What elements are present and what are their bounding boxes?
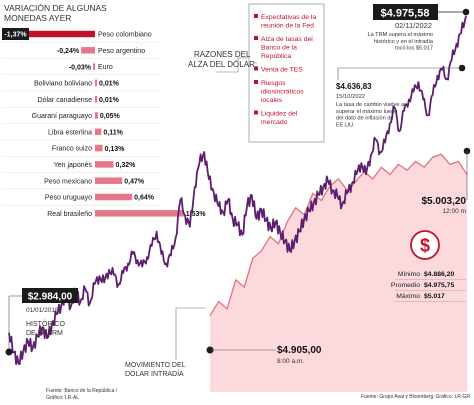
open-annotation: $4.905,00 8:00 a.m. — [206, 345, 322, 365]
stat-label: Máximo — [396, 293, 420, 300]
stat-value: $4.886,20 — [424, 271, 454, 278]
bar-value-label: 0,32% — [116, 162, 137, 169]
open-value: $4.905,00 — [277, 345, 322, 356]
currency-bars: Peso colombiano -1,37% Peso argentino -0,24… — [2, 28, 206, 218]
peak-note: La TRM supera el máximo histórico y en el… — [368, 32, 434, 52]
bar-1 — [81, 47, 95, 54]
reason-bullet-icon — [254, 80, 258, 84]
bar-11 — [95, 210, 184, 217]
reason-item-text: mercado — [261, 119, 288, 126]
peak-date: 02/11/2022 — [395, 21, 432, 30]
bar-4 — [95, 95, 97, 103]
mid-date: 15/10/2022 — [336, 94, 365, 100]
reason-bullet-icon — [254, 36, 258, 40]
dollar-coin-icon: $ — [410, 230, 440, 260]
mid-value: $4.636,83 — [336, 82, 372, 91]
start-annotation: $2.984,00 01/01/2018 — [5, 288, 78, 356]
bar-0 — [15, 30, 95, 38]
source-right: Fuente: Grupo Aval y Bloomberg — [361, 394, 434, 400]
bar-6 — [95, 128, 102, 136]
mid-note: La tasa de cambio vuelve a superar el máx… — [336, 102, 405, 128]
bar-value-label: 1,53% — [186, 211, 207, 218]
bar-9 — [95, 177, 123, 184]
bar-7 — [95, 144, 103, 152]
reason-item-text: República — [261, 53, 291, 60]
stat-value: $5.017 — [424, 293, 445, 300]
open-time: 8:00 a.m. — [277, 358, 304, 365]
credit-right: Gráfico: LR-GR — [436, 394, 471, 400]
bar-chart-title-1: VARIACIÓN DE ALGUNAS — [4, 3, 107, 13]
trm-historic-line — [8, 15, 467, 366]
start-date: 01/01/2018 — [26, 307, 59, 314]
bar-category-label: Franco suizo — [52, 146, 92, 153]
start-value: $2.984,00 — [28, 292, 73, 303]
bar-category-label: Libra esterlina — [48, 129, 92, 136]
reason-bullet-icon — [254, 14, 258, 18]
intraday-area — [210, 154, 467, 392]
bar-value-label: 0,05% — [100, 113, 121, 120]
historico-label-2: DE LA TRM — [26, 330, 63, 337]
close-value: $5.003,20 — [422, 196, 467, 207]
peak-annotation: $4.975,58 02/11/2022 La TRM supera el má… — [368, 4, 470, 52]
bar-5 — [95, 112, 98, 119]
bar-3 — [95, 79, 97, 87]
reasons-box: Expectativas de la reunión de la Fed Alza … — [248, 3, 325, 143]
reasons-title-1: RAZONES DEL — [194, 50, 251, 59]
bar-category-label: Peso mexicano — [44, 178, 92, 185]
source-left-1: Fuente: Banco de la República / — [46, 388, 118, 394]
bar-category-label: Euro — [98, 64, 113, 71]
close-time: 12:00 m — [443, 208, 467, 215]
bar-value-label: -0,03% — [69, 64, 92, 71]
reason-item-text: Venta de TES — [261, 67, 303, 74]
bar-category-label: Peso argentino — [98, 48, 145, 55]
bar-category-label: Dólar canadiense — [38, 97, 93, 104]
historico-label-1: HISTÓRICO — [26, 319, 65, 328]
bar-category-label: Peso uruguayo — [45, 195, 92, 202]
reason-item-text: locales — [261, 97, 283, 104]
intraday-stats: Mínimo $4.886,20 Promedio $4.975,75 Máximo $5… — [391, 271, 466, 302]
bar-category-label: Real brasileño — [47, 211, 92, 218]
reason-item-text: Expectativas de la — [261, 14, 316, 21]
bar-chart-title-2: MONEDAS AYER — [4, 13, 71, 23]
bar-value-label: -0,24% — [57, 48, 80, 55]
bar-value-label: 0,01% — [99, 97, 120, 104]
reason-item-text: Liquidez del — [261, 111, 298, 118]
bar-10 — [95, 193, 133, 201]
bar-value-label: 0,64% — [134, 195, 155, 202]
reasons-title-2: ALZA DEL DÓLAR: — [188, 60, 257, 69]
reason-item-text: idiosincráticos — [261, 89, 304, 96]
bar-value-label: 0,11% — [103, 130, 123, 137]
reason-bullet-icon — [254, 66, 258, 71]
bar-category-label: Peso colombiano — [98, 32, 152, 39]
mid-annotation: $4.636,83 15/10/2022 La tasa de cambio v… — [336, 64, 466, 128]
stat-label: Mínimo — [398, 271, 421, 278]
source-left-2: Gráfico: LR-AL — [46, 395, 79, 401]
stat-value: $4.975,75 — [424, 282, 454, 289]
bar-2 — [93, 63, 95, 70]
bar-category-label: Yen japonés — [54, 162, 93, 169]
reason-bullet-icon — [254, 110, 258, 115]
bar-category-label: Boliviano boliviano — [34, 81, 92, 88]
bar-category-label: Guaraní paraguayo — [32, 113, 92, 120]
bar-value-label: 0,47% — [124, 178, 145, 185]
stat-label: Promedio — [391, 282, 420, 289]
peak-value: $4.975,58 — [381, 8, 430, 20]
intraday-line — [209, 153, 468, 317]
svg-text:$: $ — [420, 236, 430, 256]
bar-value-label: -1,37% — [4, 32, 27, 39]
reason-item-text: Riesgos — [261, 80, 286, 87]
reason-item-text: Banco de la — [261, 45, 297, 52]
movimiento-label-2: DÓLAR INTRADÍA — [125, 369, 184, 378]
bar-8 — [95, 161, 114, 168]
movimiento-label-1: MOVIMIENTO DEL — [125, 362, 186, 369]
reason-item-text: Alza de tasas del — [261, 36, 313, 43]
close-annotation: $5.003,20 12:00 m — [422, 147, 471, 215]
reason-item-text: reunión de la Fed — [261, 23, 314, 30]
bar-value-label: 0,13% — [105, 146, 126, 153]
bar-value-label: 0,01% — [99, 81, 120, 88]
